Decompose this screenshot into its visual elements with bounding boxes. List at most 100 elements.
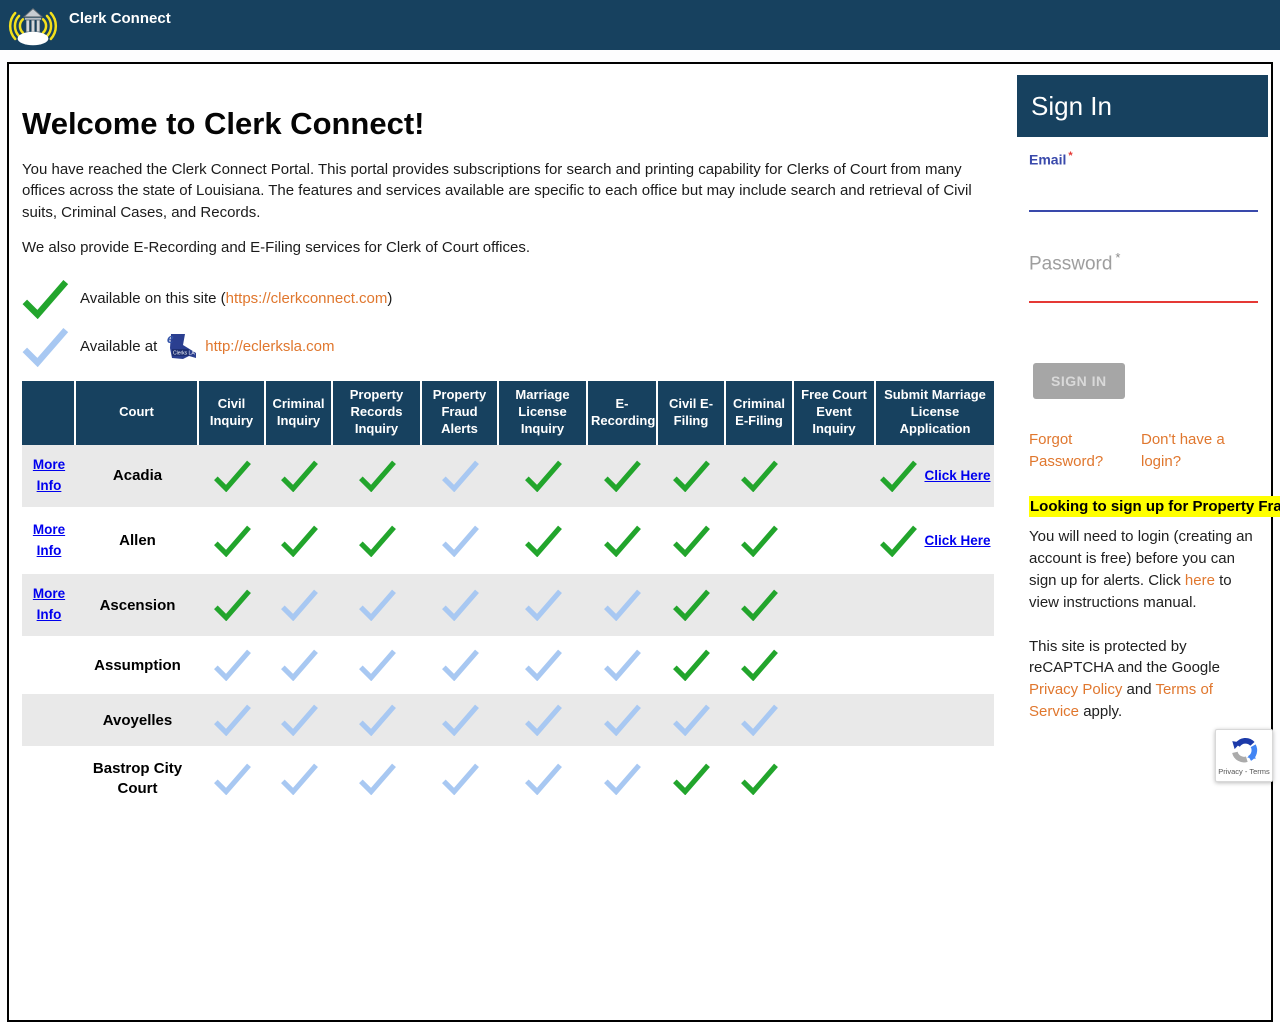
more-info-cell: More Info (22, 445, 76, 510)
service-check-cell (499, 510, 588, 575)
green-check-icon (603, 460, 643, 492)
service-check-cell (499, 574, 588, 639)
service-check-cell (794, 749, 876, 811)
recaptcha-badge[interactable]: Privacy - Terms (1215, 729, 1273, 782)
blue-check-icon (358, 649, 398, 681)
service-check-cell (726, 445, 794, 510)
green-check-icon (740, 525, 780, 557)
green-check-icon (672, 589, 712, 621)
green-check-icon (524, 525, 564, 557)
service-check-cell (658, 749, 726, 811)
blue-check-icon (672, 704, 712, 736)
column-header: Civil Inquiry (199, 381, 266, 445)
blue-check-icon (358, 589, 398, 621)
service-check-cell (499, 445, 588, 510)
services-paragraph: We also provide E-Recording and E-Filing… (22, 237, 974, 258)
email-field[interactable] (1029, 168, 1258, 212)
court-name: Allen (76, 510, 199, 575)
auth-links: Forgot Password? Don't have a login? (1029, 429, 1258, 474)
required-asterisk: * (1068, 150, 1072, 162)
green-check-icon (358, 525, 398, 557)
no-login-link[interactable]: Don't have a login? (1141, 429, 1241, 474)
service-check-cell (333, 574, 422, 639)
service-check-cell (333, 694, 422, 749)
sign-in-button[interactable]: SIGN IN (1033, 363, 1125, 399)
column-header: Property Fraud Alerts (422, 381, 499, 445)
service-check-cell (794, 694, 876, 749)
blue-check-icon (441, 649, 481, 681)
green-check-icon (740, 460, 780, 492)
more-info-link[interactable]: More Info (33, 586, 65, 622)
note-text: This site is protected by reCAPTCHA and … (1029, 638, 1220, 677)
blue-check-icon (524, 589, 564, 621)
blue-check-icon (441, 460, 481, 492)
blue-check-icon (280, 763, 320, 795)
recaptcha-icon (1229, 735, 1259, 765)
blue-check-icon (441, 589, 481, 621)
blue-check-icon (213, 649, 253, 681)
column-header: Marriage License Inquiry (499, 381, 588, 445)
green-check-icon (740, 589, 780, 621)
service-check-cell (499, 694, 588, 749)
service-check-cell (588, 574, 658, 639)
page-title: Welcome to Clerk Connect! (22, 106, 1011, 142)
service-check-cell (199, 749, 266, 811)
service-check-cell (422, 510, 499, 575)
table-row: More Info Allen Click Here (22, 510, 994, 575)
service-check-cell (333, 639, 422, 694)
availability-text: Available at e Clerks LA http://eclerksl… (80, 331, 335, 363)
green-check-icon (524, 460, 564, 492)
submit-marriage-cell: Click Here (876, 510, 994, 575)
court-name: Ascension (76, 574, 199, 639)
service-check-cell (499, 639, 588, 694)
table-row: More Info Ascension (22, 574, 994, 639)
blue-check-icon (603, 763, 643, 795)
signin-form: Email* Password* SIGN IN Forgot Password… (1017, 150, 1268, 723)
column-header: Court (76, 381, 199, 445)
instructions-here-link[interactable]: here (1185, 572, 1215, 589)
service-check-cell (794, 510, 876, 575)
column-header: Civil E-Filing (658, 381, 726, 445)
availability-prefix: Available on this site ( (80, 290, 226, 307)
password-label: Password* (1029, 250, 1258, 275)
column-header (22, 381, 76, 445)
note-text: apply. (1079, 703, 1122, 720)
service-check-cell (588, 749, 658, 811)
password-field[interactable] (1029, 275, 1258, 303)
green-check-icon (213, 525, 253, 557)
service-check-cell (726, 510, 794, 575)
more-info-link[interactable]: More Info (33, 457, 65, 493)
clerkconnect-link[interactable]: https://clerkconnect.com (226, 290, 388, 307)
blue-check-icon (358, 763, 398, 795)
click-here-link[interactable]: Click Here (924, 533, 990, 548)
click-here-link[interactable]: Click Here (924, 468, 990, 483)
service-check-cell (726, 639, 794, 694)
table-row: Bastrop City Court (22, 749, 994, 811)
clerk-connect-logo (8, 3, 58, 49)
service-check-cell (333, 510, 422, 575)
privacy-policy-link[interactable]: Privacy Policy (1029, 681, 1122, 698)
availability-suffix: ) (387, 290, 392, 307)
service-check-cell (266, 639, 333, 694)
service-check-cell (199, 639, 266, 694)
login-instructions-note: You will need to login (creating an acco… (1029, 526, 1255, 614)
service-check-cell (794, 639, 876, 694)
forgot-password-link[interactable]: Forgot Password? (1029, 429, 1117, 474)
green-check-icon (672, 460, 712, 492)
table-row: Avoyelles (22, 694, 994, 749)
service-check-cell (658, 694, 726, 749)
service-check-cell (794, 574, 876, 639)
eclerksla-link[interactable]: http://eclerksla.com (205, 338, 334, 355)
green-check-icon (740, 763, 780, 795)
blue-check-icon (603, 649, 643, 681)
more-info-link[interactable]: More Info (33, 522, 65, 558)
blue-check-icon (524, 704, 564, 736)
submit-marriage-cell: Click Here (876, 445, 994, 510)
service-check-cell (199, 574, 266, 639)
column-header: E-Recording (588, 381, 658, 445)
availability-row-eclerksla: Available at e Clerks LA http://eclerksl… (22, 327, 1011, 367)
signin-sidebar: Sign In Email* Password* SIGN IN Forgot … (1017, 64, 1268, 1020)
